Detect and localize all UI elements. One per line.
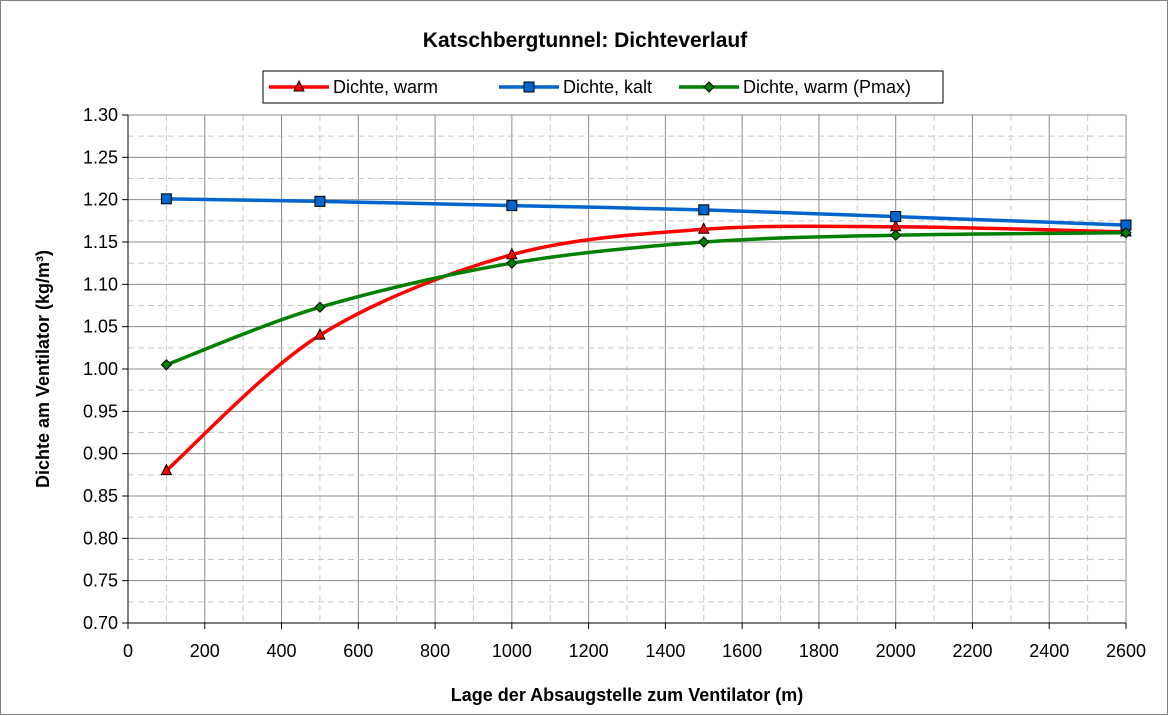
y-tick-label: 0.85 [83, 486, 118, 506]
data-point-series-2 [506, 200, 518, 212]
legend-label-3: Dichte, warm (Pmax) [743, 77, 911, 97]
data-point-series-3 [506, 257, 518, 269]
x-tick-label: 2400 [1029, 641, 1069, 661]
y-tick-label: 1.25 [83, 147, 118, 167]
x-tick-label: 2600 [1106, 641, 1146, 661]
y-tick-label: 0.75 [83, 571, 118, 591]
series-line-2 [164, 197, 1128, 227]
x-tick-label: 400 [267, 641, 297, 661]
x-tick-label: 2200 [952, 641, 992, 661]
data-point-series-2 [160, 193, 172, 205]
data-point-series-2 [314, 195, 326, 207]
data-point-series-3 [160, 359, 173, 371]
legend-box [262, 70, 944, 104]
x-tick-label: 800 [420, 641, 450, 661]
y-tick-label: 1.15 [83, 232, 118, 252]
x-tick-label: 1000 [492, 641, 532, 661]
y-axis-title: Dichte am Ventilator (kg/m³) [33, 250, 53, 488]
series-line-3 [164, 230, 1128, 367]
legend-marker-2 [523, 81, 535, 93]
data-point-series-3 [889, 229, 902, 241]
x-tick-label: 1800 [799, 641, 839, 661]
y-tick-label: 1.05 [83, 317, 118, 337]
y-tick-label: 1.10 [83, 274, 118, 294]
series-layer [160, 193, 1132, 476]
x-tick-label: 1200 [569, 641, 609, 661]
y-tick-label: 1.00 [83, 359, 118, 379]
x-tick-label: 0 [123, 641, 133, 661]
data-point-series-1 [160, 463, 173, 476]
legend-marker-1 [293, 79, 305, 92]
x-tick-label: 2000 [876, 641, 916, 661]
y-tick-label: 0.70 [83, 613, 118, 633]
y-tick-label: 0.90 [83, 444, 118, 464]
x-tick-label: 600 [343, 641, 373, 661]
data-point-series-3 [1120, 226, 1132, 239]
x-tick-labels: 0 200 400 600 800 1000 1200 1400 1600 1800 2000 220… [123, 641, 1146, 661]
grid-lines [127, 114, 1127, 624]
legend: Dichte, warm Dichte, kalt Dichte, warm (Pm… [262, 70, 944, 104]
legend-label-2: Dichte, kalt [563, 77, 652, 97]
x-tick-label: 200 [190, 641, 220, 661]
y-tick-label: 1.30 [83, 105, 118, 125]
legend-label-1: Dichte, warm [333, 77, 438, 97]
legend-marker-3 [703, 81, 715, 93]
series-line-1 [164, 224, 1128, 473]
chart-title: Katschbergtunnel: Dichteverlauf [423, 29, 748, 52]
y-tick-label: 0.80 [83, 528, 118, 548]
data-point-series-2 [890, 211, 902, 223]
x-tick-label: 1600 [722, 641, 762, 661]
x-axis-title: Lage der Absaugstelle zum Ventilator (m) [451, 685, 803, 705]
y-tick-label: 0.95 [83, 401, 118, 421]
data-point-series-1 [697, 222, 710, 234]
data-point-series-3 [314, 301, 326, 313]
data-point-series-1 [314, 328, 326, 340]
data-point-series-3 [698, 236, 710, 248]
y-tick-label: 1.20 [83, 190, 118, 210]
y-tick-labels: 0.70 0.75 0.80 0.85 0.90 0.95 1.00 1.05 1.10 1.15… [83, 105, 118, 633]
x-tick-label: 1400 [645, 641, 685, 661]
axes [122, 114, 1127, 629]
data-point-series-2 [698, 204, 710, 216]
